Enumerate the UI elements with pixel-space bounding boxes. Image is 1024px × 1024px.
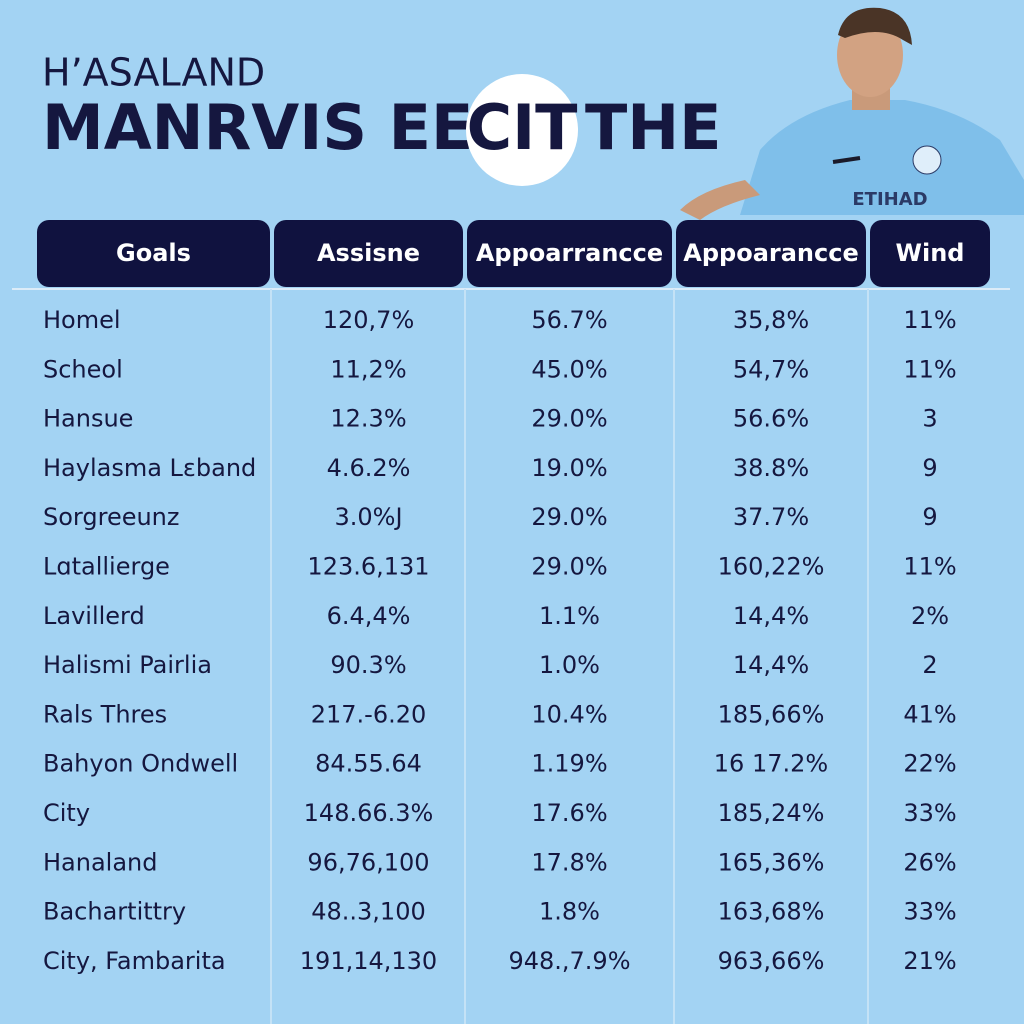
cell-value: 17.8% (531, 848, 607, 876)
row-label: City, Fambarita (43, 947, 226, 975)
cell-value: 17.6% (531, 799, 607, 827)
cell-value: 56.6% (733, 405, 809, 433)
cell-value: 33% (903, 799, 956, 827)
cell-value: 3 (922, 405, 937, 433)
subtitle: H’ASALAND (42, 51, 265, 95)
player-illustration: ETIHAD (680, 7, 1024, 220)
header-label: Assisne (317, 239, 420, 267)
cell-value: 11% (903, 306, 956, 334)
cell-value: 37.7% (733, 503, 809, 531)
cell-value: 12.3% (330, 405, 406, 433)
cell-value: 1.8% (539, 898, 600, 926)
header-cell (37, 220, 270, 287)
header-label: Appoarrancce (476, 239, 663, 267)
cell-value: 14,4% (733, 651, 809, 679)
cell-value: 963,66% (718, 947, 825, 975)
cell-value: 2% (911, 602, 949, 630)
row-label: Sorgreeunz (43, 503, 180, 531)
cell-value: 90.3% (330, 651, 406, 679)
cell-value: 41% (903, 700, 956, 728)
title-badge: CIT (467, 91, 578, 164)
cell-value: 26% (903, 848, 956, 876)
cell-value: 29.0% (531, 405, 607, 433)
cell-value: 948.,7.9% (508, 947, 630, 975)
title-end: THE (585, 91, 722, 164)
jersey-text: ETIHAD (852, 189, 927, 210)
cell-value: 21% (903, 947, 956, 975)
cell-value: 217.-6.20 (311, 700, 427, 728)
cell-value: 33% (903, 898, 956, 926)
header-label: Wind (896, 239, 965, 267)
cell-value: 56.7% (531, 306, 607, 334)
cell-value: 185,24% (718, 799, 825, 827)
cell-value: 11% (903, 355, 956, 383)
cell-value: 96,76,100 (307, 848, 429, 876)
cell-value: 29.0% (531, 553, 607, 581)
cell-value: 11,2% (330, 355, 406, 383)
row-label: Hanaland (43, 848, 158, 876)
cell-value: 38.8% (733, 454, 809, 482)
cell-value: 16 17.2% (714, 750, 828, 778)
cell-value: 120,7% (323, 306, 415, 334)
cell-value: 9 (922, 503, 937, 531)
row-label: Lɑtallierge (43, 553, 170, 581)
cell-value: 160,22% (718, 553, 825, 581)
header-label: Goals (116, 239, 191, 267)
row-label: Lavillerd (43, 602, 145, 630)
cell-value: 35,8% (733, 306, 809, 334)
row-label: Homel (43, 306, 121, 334)
cell-value: 19.0% (531, 454, 607, 482)
title: MANRVIS EEP (42, 91, 519, 164)
cell-value: 191,14,130 (300, 947, 437, 975)
cell-value: 11% (903, 553, 956, 581)
table: Goals Assisne Appoarrancce Appoarancce Wind H… (37, 220, 990, 1024)
cell-value: 4.6.2% (327, 454, 411, 482)
cell-value: 48..3,100 (311, 898, 426, 926)
header-cell (870, 220, 990, 287)
cell-value: 123.6,131 (307, 553, 429, 581)
cell-value: 6.4,4% (327, 602, 411, 630)
header-cell (274, 220, 463, 287)
cell-value: 1.1% (539, 602, 600, 630)
cell-value: 1.0% (539, 651, 600, 679)
cell-value: 1.19% (531, 750, 607, 778)
row-label: Halismi Pairlia (43, 651, 212, 679)
cell-value: 10.4% (531, 700, 607, 728)
row-label: City (43, 799, 90, 827)
cell-value: 185,66% (718, 700, 825, 728)
header-label: Appoarancce (683, 239, 858, 267)
title-badge-circle (466, 74, 578, 186)
cell-value: 84.55.64 (315, 750, 422, 778)
row-label: Rals Thres (43, 700, 167, 728)
cell-value: 29.0% (531, 503, 607, 531)
cell-value: 9 (922, 454, 937, 482)
cell-value: 14,4% (733, 602, 809, 630)
row-label: Bachartittry (43, 898, 186, 926)
cell-value: 45.0% (531, 355, 607, 383)
row-label: Haylasma Lɛband (43, 454, 256, 482)
cell-value: 148.66.3% (304, 799, 434, 827)
cell-value: 163,68% (718, 898, 825, 926)
cell-value: 54,7% (733, 355, 809, 383)
header-cell (467, 220, 672, 287)
cell-value: 165,36% (718, 848, 825, 876)
cell-value: 2 (922, 651, 937, 679)
cell-value: 3.0%J (334, 503, 402, 531)
row-label: Hansue (43, 405, 133, 433)
row-label: Scheol (43, 355, 123, 383)
header-cell (676, 220, 866, 287)
cell-value: 22% (903, 750, 956, 778)
row-label: Bahyon Ondwell (43, 750, 238, 778)
